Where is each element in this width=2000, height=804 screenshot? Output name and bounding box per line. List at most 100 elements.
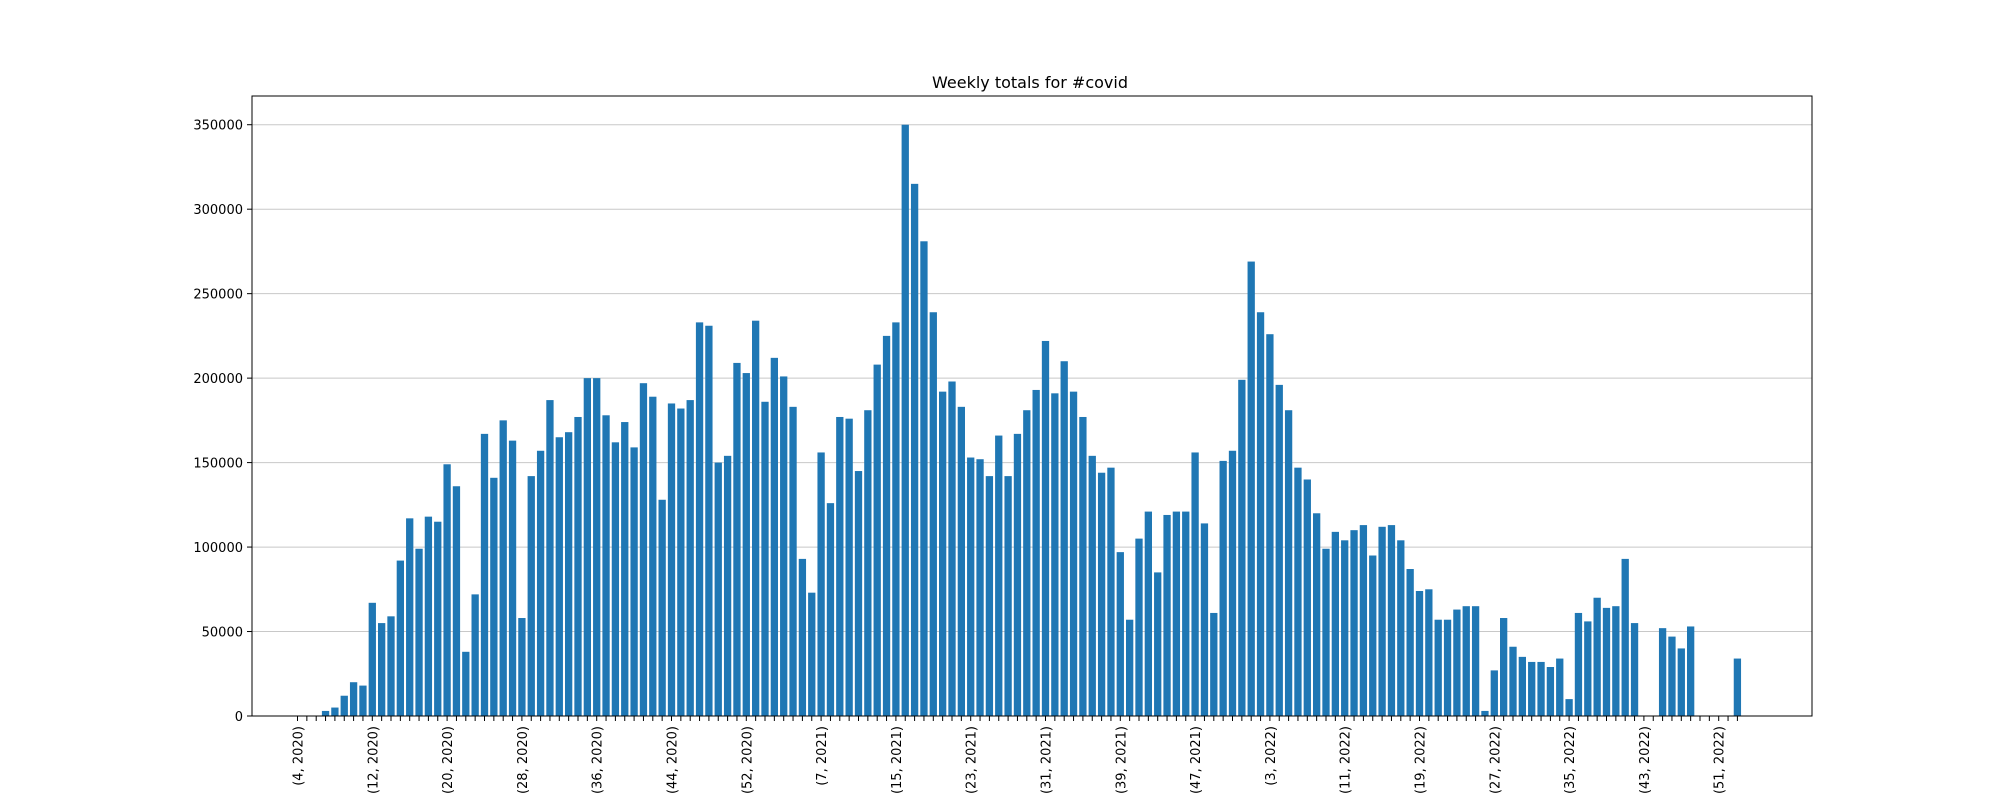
bar — [1023, 410, 1031, 716]
bar — [331, 707, 339, 716]
bar — [1369, 555, 1377, 716]
bar — [1182, 511, 1190, 716]
bar — [1565, 699, 1573, 716]
bar — [929, 312, 937, 716]
bar — [1359, 525, 1368, 716]
y-tick-label: 200000 — [193, 372, 243, 387]
y-tick-label: 350000 — [193, 119, 243, 134]
bar — [1350, 530, 1358, 716]
bar — [1668, 636, 1676, 716]
bar — [1247, 261, 1255, 716]
bar — [593, 378, 601, 716]
bar — [1116, 552, 1124, 716]
bar — [1677, 648, 1685, 716]
bar — [667, 403, 676, 716]
bar — [1425, 589, 1433, 716]
x-tick-label: (11, 2022) — [1339, 726, 1354, 794]
bar — [1415, 590, 1424, 716]
x-tick-label: (7, 2021) — [815, 726, 830, 786]
bar — [742, 373, 750, 716]
bar — [770, 357, 778, 716]
bar — [368, 602, 376, 716]
bar — [359, 685, 367, 716]
bar — [396, 560, 404, 716]
x-tick-label: (36, 2020) — [591, 726, 606, 794]
bar — [733, 362, 741, 716]
x-tick-label: (3, 2022) — [1264, 726, 1279, 786]
bar — [1537, 661, 1545, 716]
x-tick-label: (27, 2022) — [1488, 726, 1503, 794]
y-axis: 0 50000 100000 150000 200000 250000 300000 3500… — [193, 119, 252, 725]
bar — [1172, 511, 1181, 716]
bar — [817, 452, 825, 716]
bar — [910, 183, 919, 717]
bar — [1331, 531, 1339, 716]
bar — [995, 435, 1003, 716]
x-tick-label: (52, 2020) — [740, 726, 755, 794]
bar — [714, 462, 722, 716]
y-tick-label: 0 — [235, 710, 243, 725]
x-tick-label: (39, 2021) — [1114, 726, 1129, 794]
bar — [349, 682, 358, 716]
bar — [761, 401, 769, 716]
bars — [321, 124, 1742, 717]
bar — [1387, 525, 1396, 716]
bar — [723, 455, 732, 716]
bar — [1490, 670, 1498, 716]
bar — [658, 499, 666, 716]
bar — [1313, 513, 1321, 716]
x-tick-label: (31, 2021) — [1040, 726, 1055, 794]
x-tick-label: (4, 2020) — [292, 726, 307, 786]
bar — [602, 415, 610, 716]
bar — [752, 320, 760, 716]
bar — [1228, 450, 1237, 716]
bar — [1584, 621, 1592, 716]
x-axis: (4, 2020) (12, 2020) (20, 2020) (28, 2020) (… — [292, 716, 1738, 794]
bar — [1658, 628, 1667, 716]
bar — [649, 396, 657, 716]
bar — [1434, 619, 1442, 716]
bar — [1602, 607, 1611, 716]
y-tick-label: 150000 — [193, 457, 243, 472]
bar — [1574, 612, 1583, 716]
bar — [1528, 661, 1536, 716]
bar — [611, 442, 620, 716]
bar — [1107, 467, 1115, 716]
chart-title: Weekly totals for #covid — [932, 73, 1128, 92]
bar — [639, 383, 648, 716]
x-tick-label: (12, 2020) — [366, 726, 381, 794]
bar — [677, 408, 685, 716]
bar — [1079, 416, 1087, 716]
x-tick-label: (23, 2021) — [965, 726, 980, 794]
bar — [1275, 384, 1283, 716]
bar — [892, 322, 900, 716]
bar — [1238, 379, 1246, 716]
bar — [1284, 410, 1293, 716]
bar — [1051, 393, 1059, 716]
bar — [957, 406, 965, 716]
bar — [1060, 361, 1068, 716]
bar — [939, 391, 947, 716]
x-tick-label: (19, 2022) — [1414, 726, 1429, 794]
bar — [1303, 479, 1311, 716]
bar — [1069, 391, 1078, 716]
bar — [1294, 467, 1302, 716]
bar — [1471, 606, 1480, 716]
bar — [873, 364, 881, 716]
bar — [1462, 606, 1470, 716]
bar — [1630, 623, 1639, 716]
bar — [1518, 656, 1526, 716]
bar — [780, 376, 788, 716]
bar — [630, 447, 638, 716]
bar — [1612, 606, 1620, 716]
bar — [1322, 548, 1330, 716]
bar — [920, 241, 928, 717]
bar — [415, 548, 423, 716]
bar — [1210, 612, 1218, 716]
bar — [434, 521, 442, 716]
bar — [1453, 609, 1461, 716]
bar — [1621, 558, 1629, 716]
bar — [1546, 667, 1555, 716]
bar — [1163, 514, 1171, 716]
